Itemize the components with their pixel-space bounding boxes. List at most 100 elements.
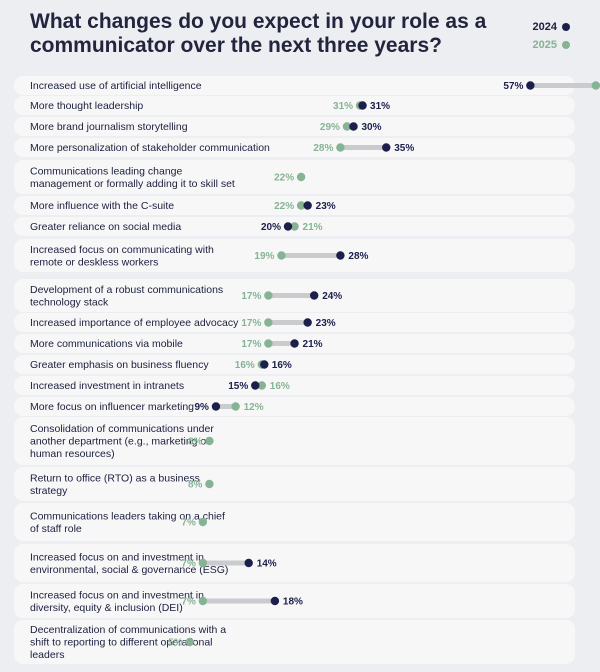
value-label-2024: 15% — [228, 381, 248, 392]
point-2024 — [251, 381, 260, 390]
chart-row: Greater emphasis on business fluency 16% 1… — [14, 355, 575, 374]
row-band — [14, 467, 575, 501]
legend-dot-2024-icon — [562, 23, 570, 31]
category-label: leaders — [30, 649, 64, 661]
chart-row: More brand journalism storytelling 29% 30% — [14, 117, 575, 136]
category-label: Communications leading change — [30, 165, 183, 177]
category-label: Decentralization of communications with … — [30, 624, 226, 636]
value-label-2025: 31% — [333, 101, 353, 112]
point-2025 — [290, 222, 299, 231]
category-label: Increased focus on communicating with — [30, 244, 214, 256]
category-label: another department (e.g., marketing or — [30, 436, 210, 448]
row-band — [14, 503, 575, 541]
value-label-2025: 22% — [274, 173, 294, 184]
value-label-2025: 17% — [241, 318, 261, 329]
point-2025 — [198, 517, 208, 527]
value-label-2024: 31% — [370, 101, 390, 112]
row-band — [14, 355, 575, 374]
chart-row: Increased investment in intranets 15% 16% — [14, 376, 575, 395]
category-label: Consolidation of communications under — [30, 423, 214, 435]
point-2025 — [205, 436, 214, 446]
category-label: diversity, equity & inclusion (DEI) — [30, 602, 183, 614]
category-label: human resources) — [30, 448, 115, 460]
category-label: Increased investment in intranets — [30, 380, 184, 392]
value-label-2025: 5% — [168, 638, 183, 649]
value-label-2024: 30% — [362, 122, 382, 133]
value-label-2024: 14% — [257, 559, 277, 570]
value-label-2025: 29% — [320, 122, 340, 133]
row-band — [14, 96, 575, 115]
point-2024 — [336, 251, 345, 260]
row-band — [14, 376, 575, 395]
value-label-2025: 12% — [244, 402, 264, 413]
chart-row: Consolidation of communications underano… — [14, 417, 575, 465]
chart-row: Communications leaders taking on a chief… — [14, 503, 575, 541]
point-2025 — [231, 402, 240, 411]
category-label: strategy — [30, 485, 68, 497]
chart-row: Increased focus on and investment indive… — [14, 584, 575, 618]
value-label-2024: 23% — [316, 201, 336, 212]
category-label: remote or deskless workers — [30, 256, 158, 268]
chart-row: More influence with the C-suite 22% 23% — [14, 196, 575, 215]
category-label: More thought leadership — [30, 100, 143, 112]
category-label: management or formally adding it to skil… — [30, 178, 235, 190]
value-label-2024: 28% — [348, 251, 368, 262]
chart-row: Return to office (RTO) as a businessstra… — [14, 467, 575, 501]
value-label-2025: 8% — [188, 480, 203, 491]
category-label: shift to reporting to different operatio… — [30, 637, 213, 649]
legend-item-2024: 2024 — [510, 18, 570, 36]
point-2025 — [257, 381, 266, 390]
category-label: technology stack — [30, 296, 109, 308]
chart-row: Development of a robust communicationste… — [14, 279, 575, 312]
row-band — [14, 160, 575, 194]
chart-row: More communications via mobile 17% 21% — [14, 334, 575, 353]
point-2025 — [198, 558, 208, 568]
value-label-2024: 24% — [322, 291, 342, 302]
value-label-2025: 21% — [303, 222, 323, 233]
chart-row: Increased use of artificial intelligence… — [14, 76, 600, 95]
point-2025 — [205, 479, 214, 489]
value-label-2025: 16% — [235, 360, 255, 371]
row-band — [14, 76, 575, 95]
row-band — [14, 544, 575, 582]
point-2025 — [264, 339, 273, 348]
category-label: More influence with the C-suite — [30, 200, 174, 212]
category-label: Increased focus on and investment in — [30, 551, 204, 563]
point-2025 — [198, 596, 208, 606]
category-label: Increased use of artificial intelligence — [30, 80, 202, 92]
category-label: Communications leaders taking on a chief — [30, 510, 225, 522]
point-2025 — [185, 637, 194, 647]
category-label: Increased importance of employee advocac… — [30, 317, 239, 329]
point-2024 — [310, 291, 319, 300]
value-label-2025: 17% — [241, 291, 261, 302]
point-2024 — [303, 318, 312, 327]
value-label-2025: 19% — [254, 251, 274, 262]
point-2024 — [244, 558, 253, 568]
point-2025 — [296, 201, 306, 210]
category-label: environmental, social & governance (ESG) — [30, 564, 228, 576]
point-2024 — [283, 222, 293, 231]
value-label-2025: 7% — [181, 597, 196, 608]
legend-item-2025: 2025 — [510, 36, 570, 54]
row-band — [14, 196, 575, 215]
chart-legend: 2024 2025 — [510, 18, 570, 54]
value-label-2025: 28% — [313, 143, 333, 154]
chart-row: Communications leading changemanagement … — [14, 160, 575, 194]
category-label: More personalization of stakeholder comm… — [30, 142, 270, 154]
chart-row: More thought leadership 31% 31% — [14, 96, 575, 115]
point-2024 — [303, 201, 312, 210]
legend-label-2024: 2024 — [532, 21, 557, 33]
point-2025 — [264, 291, 273, 300]
point-2024 — [526, 81, 535, 90]
chart-row: Greater reliance on social media 20% 21% — [14, 217, 575, 236]
legend-label-2025: 2025 — [532, 39, 557, 51]
point-2025 — [336, 143, 345, 152]
chart-row: Increased importance of employee advocac… — [14, 313, 575, 332]
value-label-2025: 7% — [181, 559, 196, 570]
point-2024 — [290, 339, 299, 348]
category-label: More communications via mobile — [30, 338, 183, 350]
category-label: Return to office (RTO) as a business — [30, 472, 200, 484]
value-label-2024: 20% — [261, 222, 281, 233]
row-band — [14, 117, 575, 136]
